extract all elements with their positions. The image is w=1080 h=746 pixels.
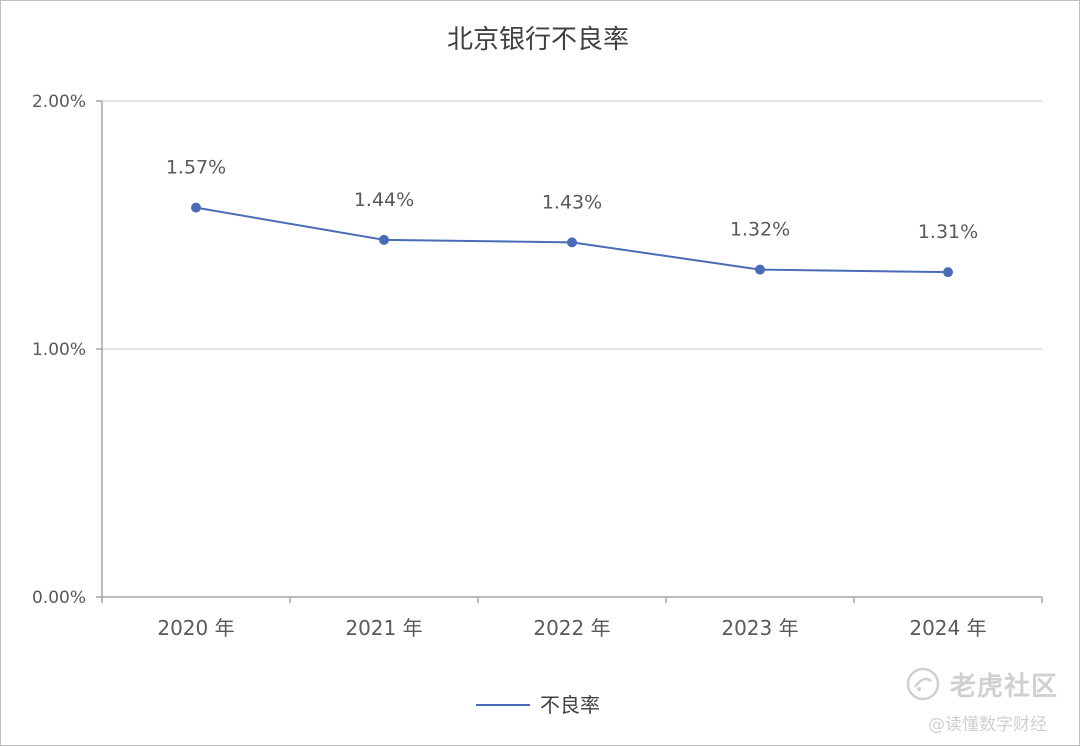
data-label: 1.31% (918, 221, 978, 243)
data-point (191, 202, 201, 213)
x-tick-label: 2020 年 (157, 616, 234, 640)
legend: 不良率 (476, 693, 600, 717)
data-label: 1.43% (542, 191, 602, 213)
tiger-community-logo-icon (906, 667, 940, 701)
x-tick-label: 2021 年 (345, 616, 422, 640)
y-tick-label: 0.00% (32, 588, 86, 608)
x-axis-tick-labels: 2020 年 2021 年 2022 年 2023 年 2024 年 (157, 616, 986, 640)
legend-label: 不良率 (540, 693, 600, 717)
data-point (755, 264, 765, 275)
y-tick-label: 1.00% (32, 340, 86, 360)
gridlines (102, 100, 1042, 350)
y-axis-tick-labels: 0.00% 1.00% 2.00% (32, 92, 86, 608)
data-label: 1.32% (730, 219, 790, 241)
x-tick-label: 2024 年 (909, 616, 986, 640)
x-tick-label: 2022 年 (533, 616, 610, 640)
watermark-author: @读懂数字财经 (928, 715, 1047, 735)
data-point (943, 267, 953, 278)
chart-title: 北京银行不良率 (447, 25, 629, 55)
axes (96, 100, 1043, 603)
data-label: 1.57% (166, 157, 226, 179)
x-tick-label: 2023 年 (721, 616, 798, 640)
data-labels: 1.57% 1.44% 1.43% 1.32% 1.31% (166, 157, 978, 243)
data-point (379, 234, 389, 245)
data-point (567, 237, 577, 248)
series-group (191, 202, 953, 278)
y-tick-label: 2.00% (32, 92, 86, 112)
data-label: 1.44% (354, 189, 414, 211)
watermark-community: 老虎社区 (950, 672, 1059, 702)
